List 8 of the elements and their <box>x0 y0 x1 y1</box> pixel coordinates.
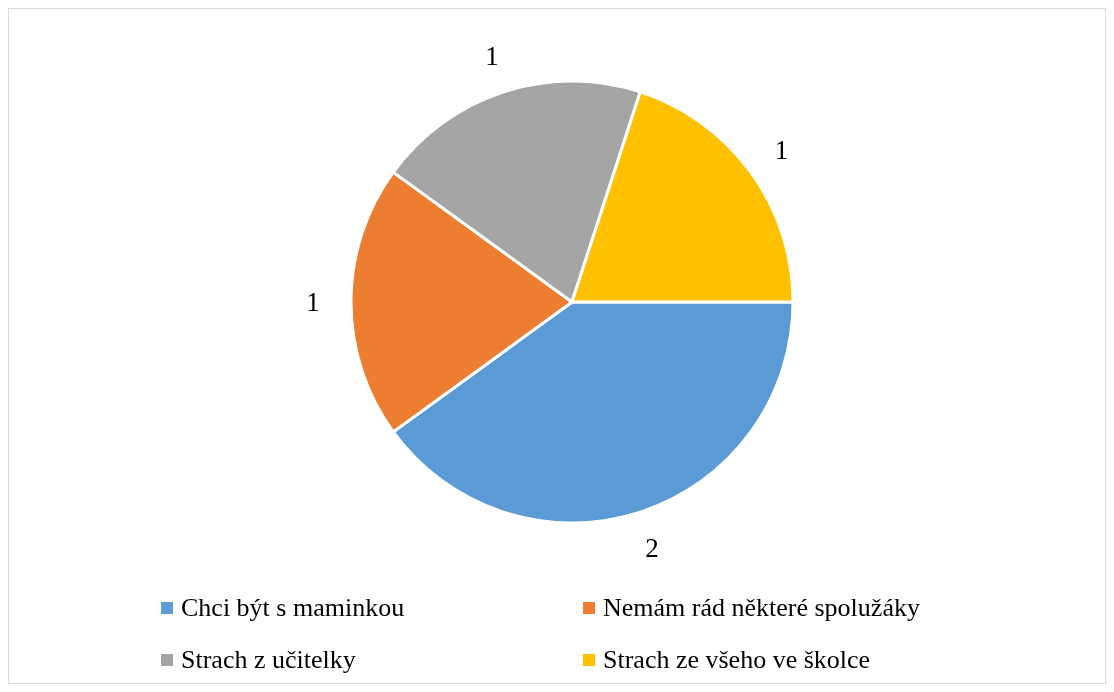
data-label: 1 <box>485 40 499 71</box>
legend-label: Strach ze všeho ve školce <box>603 645 871 675</box>
legend-label: Nemám rád některé spolužáky <box>603 593 920 623</box>
data-label: 1 <box>306 287 320 317</box>
legend-label: Strach z učitelky <box>181 645 356 675</box>
data-label: 2 <box>645 533 659 564</box>
data-label: 1 <box>774 134 789 165</box>
legend-label: Chci být s maminkou <box>181 593 405 623</box>
